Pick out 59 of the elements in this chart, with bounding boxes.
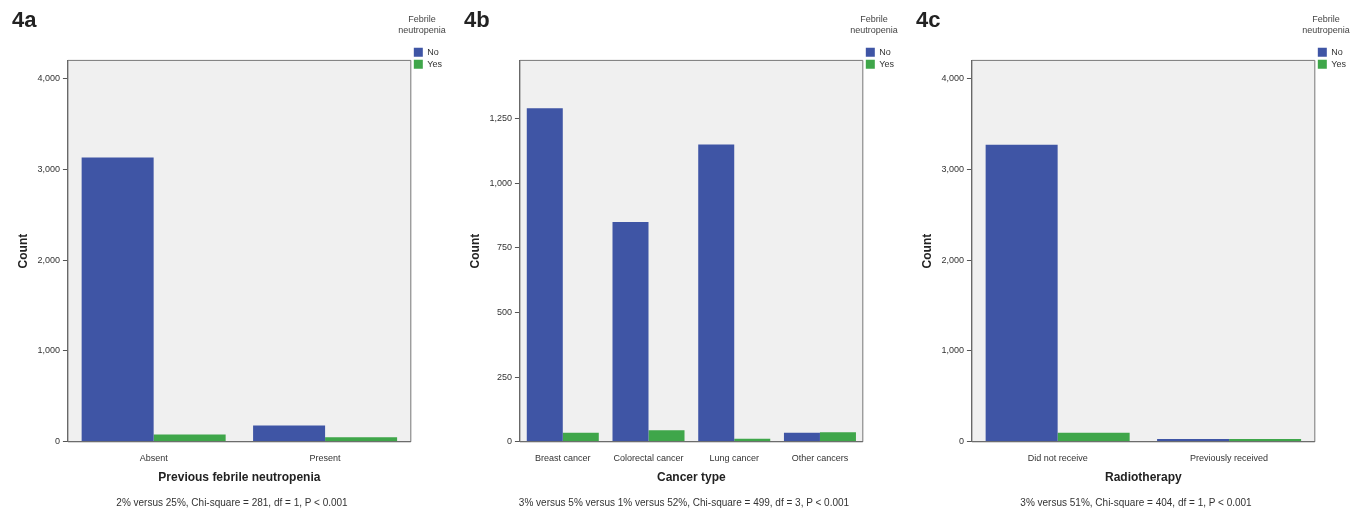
legend-label: No <box>427 46 439 57</box>
x-tick-label: Did not receive <box>1027 452 1088 463</box>
bar <box>1157 439 1230 442</box>
text: 3% versus 5% versus 1% versus 52%, Chi-square = 499, df = 3, P < 0.001 <box>518 496 850 508</box>
y-axis-title: Count <box>467 233 482 269</box>
bar <box>1229 439 1302 442</box>
text: 3% versus 51%, Chi-square = 404, df = 1, P < 0.001 <box>1020 496 1253 508</box>
bar <box>783 432 820 442</box>
x-tick-label: Previously received <box>1190 452 1269 463</box>
x-tick-label: Present <box>309 452 342 463</box>
bar <box>81 157 154 442</box>
x-tick-label: Absent <box>139 452 169 463</box>
legend-label: No <box>1331 46 1343 57</box>
y-tick-label: 2,000 <box>37 254 60 265</box>
bar <box>698 144 735 442</box>
chart-title: 4b <box>464 7 490 33</box>
bar <box>562 432 599 442</box>
bar <box>526 108 563 442</box>
y-tick-label: 0 <box>54 436 60 447</box>
legend-title: Febrile neutropenia <box>849 14 899 36</box>
chart-title: 4c <box>916 7 941 33</box>
y-tick-label: 1,000 <box>489 177 512 188</box>
x-axis-title: Cancer type <box>657 470 727 485</box>
y-tick-label: 4,000 <box>941 73 964 84</box>
x-tick-label: Breast cancer <box>535 452 591 463</box>
legend-label: Yes <box>1331 58 1347 69</box>
bar <box>819 432 856 442</box>
y-axis-title: Count <box>919 233 934 269</box>
bar <box>325 437 398 442</box>
x-tick-label: Other cancers <box>791 452 849 463</box>
chart-title: 4a <box>12 7 38 33</box>
x-axis-title: Radiotherapy <box>1105 470 1183 485</box>
legend-title: Febrile neutropenia <box>397 14 447 36</box>
bar <box>648 430 685 442</box>
y-tick-label: 3,000 <box>37 163 60 174</box>
legend-title: Febrile neutropenia <box>1301 14 1351 36</box>
bar <box>985 144 1058 442</box>
y-axis-title: Count <box>15 233 30 269</box>
y-tick-label: 1,000 <box>941 345 964 356</box>
y-tick-label: 1,250 <box>489 113 512 124</box>
bar <box>253 425 326 442</box>
y-tick-label: 0 <box>506 436 512 447</box>
y-tick-label: 4,000 <box>37 73 60 84</box>
legend-label: Yes <box>427 58 443 69</box>
y-tick-label: 2,000 <box>941 254 964 265</box>
bar <box>612 222 649 442</box>
y-tick-label: 0 <box>958 436 964 447</box>
y-tick-label: 250 <box>496 371 512 382</box>
y-tick-label: 750 <box>496 242 512 253</box>
x-axis-title: Previous febrile neutropenia <box>158 470 321 485</box>
y-tick-label: 3,000 <box>941 163 964 174</box>
y-tick-label: 500 <box>496 307 512 317</box>
y-tick-label: 1,000 <box>37 345 60 356</box>
legend-label: No <box>879 46 891 57</box>
legend-label: Yes <box>879 58 895 69</box>
text: 2% versus 25%, Chi-square = 281, df = 1, P < 0.001 <box>116 496 349 508</box>
x-tick-label: Colorectal cancer <box>613 452 684 463</box>
x-tick-label: Lung cancer <box>709 452 760 463</box>
bar <box>1057 432 1130 442</box>
